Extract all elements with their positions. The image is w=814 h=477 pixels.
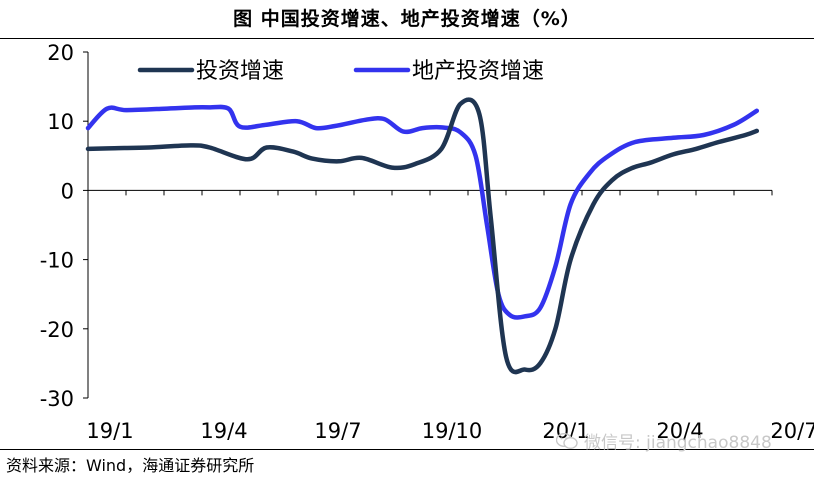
source-divider [0, 449, 814, 450]
y-tick-label: 10 [47, 110, 74, 134]
watermark: 微信号: jiangchao8848 [556, 428, 772, 453]
x-tick-label: 19/1 [86, 419, 133, 443]
x-tick-label: 19/7 [314, 419, 361, 443]
x-tick-label: 20/4 [656, 419, 703, 443]
watermark-text: 微信号: jiangchao8848 [584, 433, 772, 453]
y-tick-label: 20 [47, 41, 74, 65]
source-note: 资料来源：Wind，海通证券研究所 [6, 456, 255, 475]
y-tick-label: 0 [61, 179, 74, 203]
wechat-icon [556, 432, 578, 449]
y-tick-label: -20 [40, 318, 74, 342]
series-line-real-estate [85, 104, 760, 320]
x-tick-label: 19/4 [200, 419, 247, 443]
series-line-investment [85, 97, 760, 375]
series-layer [85, 97, 760, 375]
chart-legend: 投资增速 地产投资增速 [137, 59, 544, 84]
y-tick-label: -10 [40, 249, 74, 273]
chart-title: 图 中国投资增速、地产投资增速（%） [233, 8, 581, 30]
x-tick-label: 19/10 [422, 419, 483, 443]
y-tick-label: -30 [40, 387, 74, 411]
title-divider [0, 38, 814, 39]
x-tick-label: 20/7 [770, 419, 814, 443]
legend-item-real-estate-label: 地产投资增速 [412, 59, 544, 84]
legend-item-investment-label: 投资增速 [196, 59, 284, 84]
